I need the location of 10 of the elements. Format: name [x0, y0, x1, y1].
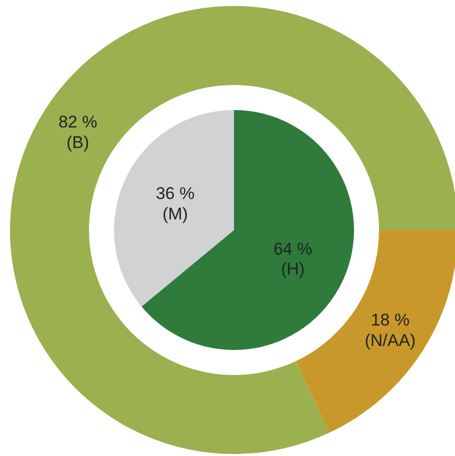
slice-label: (B) [66, 132, 90, 152]
data-label: 18 % [370, 310, 410, 330]
data-label: 82 % [58, 112, 98, 132]
data-label: 36 % [156, 184, 195, 203]
data-label: 64 % [273, 239, 312, 258]
pie-slice [142, 110, 354, 350]
slice-label: (H) [281, 260, 305, 279]
slice-label: (N/AA) [364, 331, 416, 350]
pie-slice [114, 110, 234, 306]
slice-label: (M) [162, 204, 188, 224]
